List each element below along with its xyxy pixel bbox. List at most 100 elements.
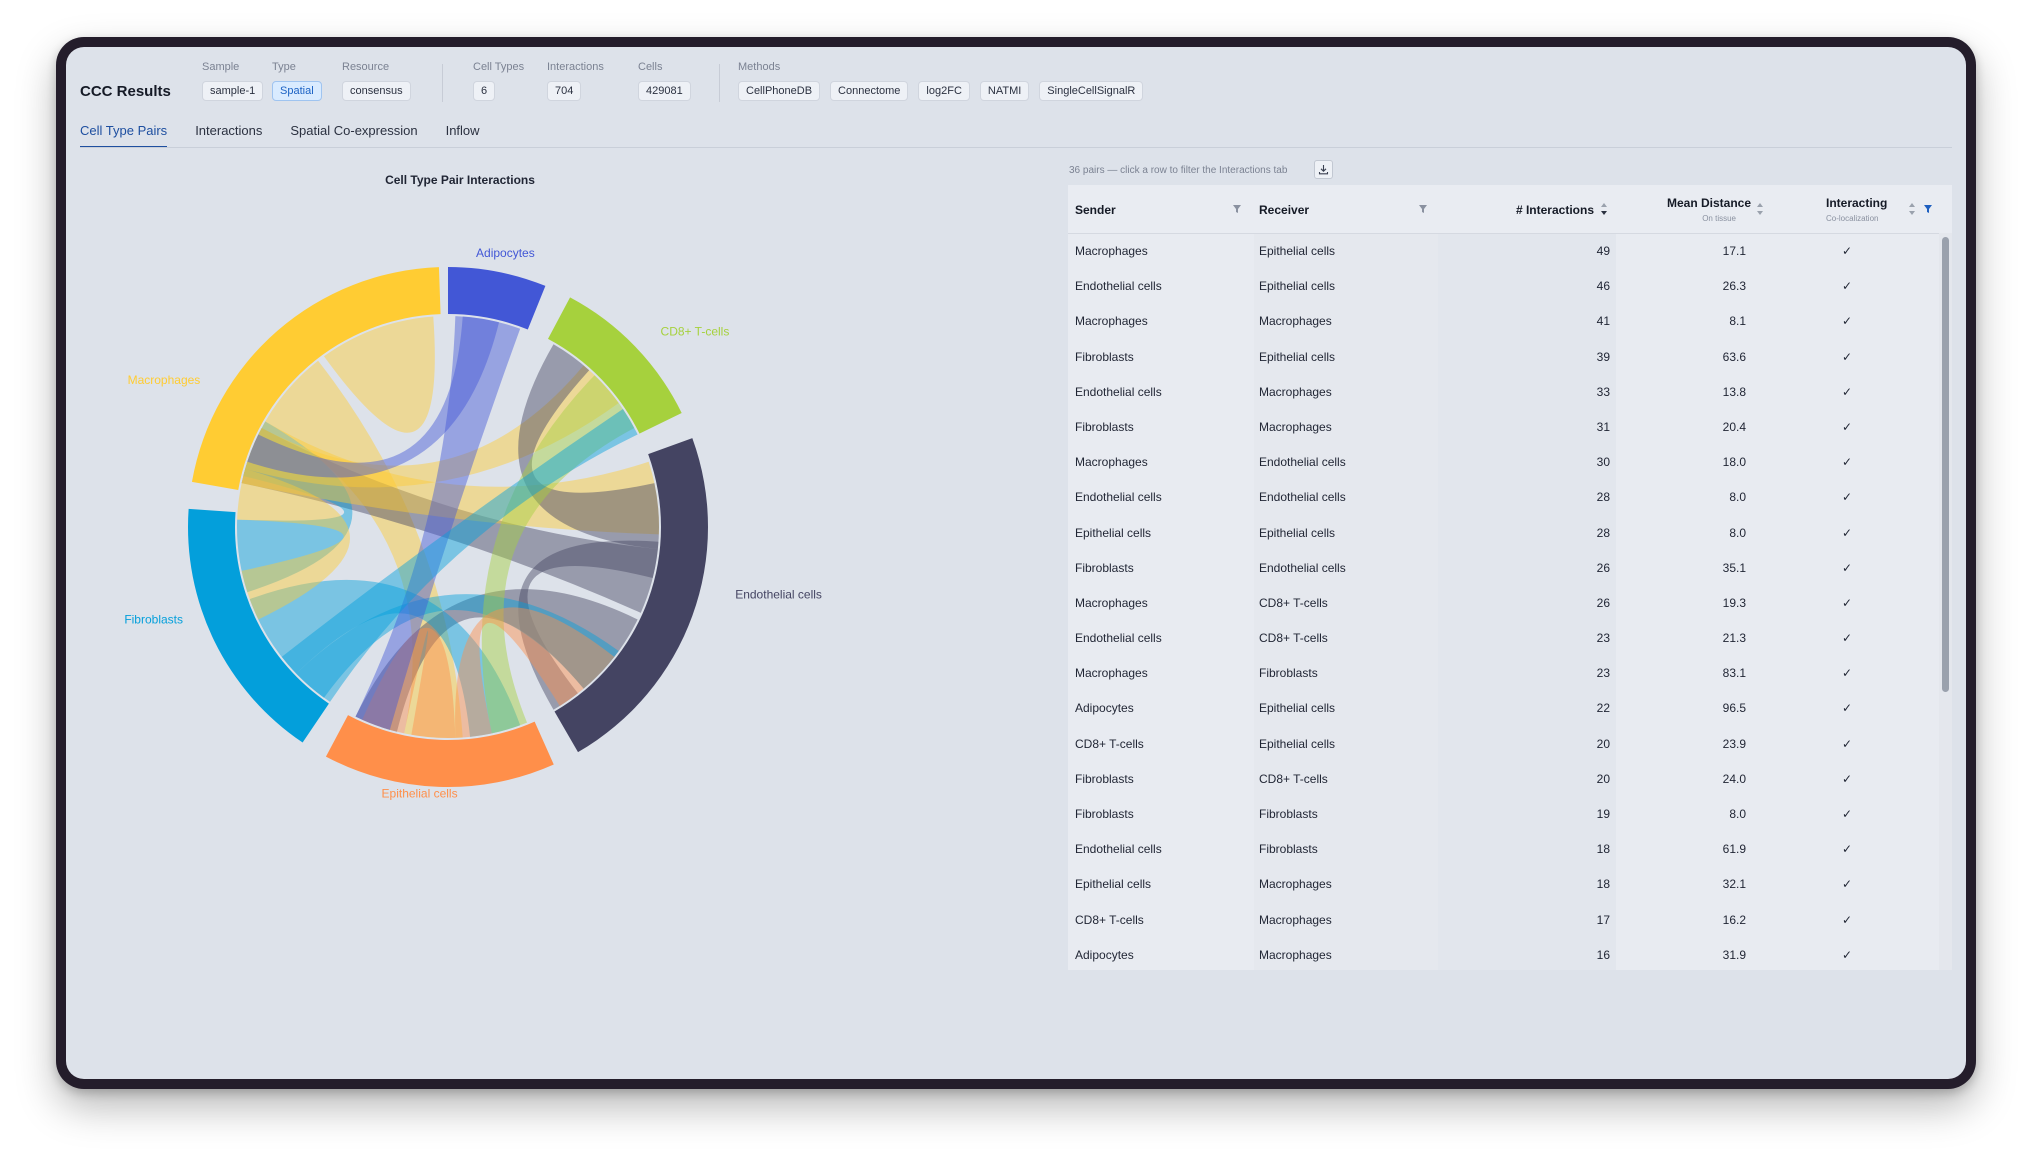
tab-cell-type-pairs[interactable]: Cell Type Pairs xyxy=(80,123,168,148)
chord-ribbon[interactable] xyxy=(362,627,456,738)
chord-label: Endothelial cells xyxy=(735,588,822,602)
chord-ribbon[interactable] xyxy=(518,540,659,710)
table-row[interactable]: Endothelial cells Epithelial cells 46 26.3 ✓ xyxy=(1068,268,1952,303)
methods-label: Methods xyxy=(738,61,781,73)
chord-ribbon[interactable] xyxy=(241,427,658,613)
chord-segment[interactable] xyxy=(448,267,546,330)
sender-cell: CD8+ T-cells xyxy=(1075,912,1144,927)
interactions-cell: 49 xyxy=(1596,244,1610,258)
interactions-cell: 33 xyxy=(1596,384,1610,399)
chord-label: Fibroblasts xyxy=(124,612,183,626)
chord-ribbon[interactable] xyxy=(323,316,435,433)
chord-segment[interactable] xyxy=(547,297,682,434)
table-scrollbar[interactable] xyxy=(1939,233,1952,970)
sender-cell: Fibroblasts xyxy=(1075,419,1134,434)
table-row[interactable]: CD8+ T-cells Epithelial cells 20 23.9 ✓ xyxy=(1068,726,1952,761)
chord-ribbon[interactable] xyxy=(245,365,619,488)
chord-ribbon[interactable] xyxy=(237,421,353,593)
interacting-check-cell: ✓ xyxy=(1842,807,1853,821)
table-row[interactable]: Epithelial cells Macrophages 18 32.1 ✓ xyxy=(1068,866,1952,901)
col-interactions[interactable]: # Interactions xyxy=(1438,185,1616,233)
interacting-check-cell: ✓ xyxy=(1842,525,1853,540)
table-row[interactable]: Macrophages Endothelial cells 30 18.0 ✓ xyxy=(1068,444,1952,479)
chord-ribbon[interactable] xyxy=(247,316,500,478)
filter-icon[interactable] xyxy=(1232,204,1242,214)
interacting-check-cell: ✓ xyxy=(1842,279,1853,294)
tab-inflow[interactable]: Inflow xyxy=(445,123,480,138)
receiver-cell: Fibroblasts xyxy=(1259,666,1318,681)
table-row[interactable]: Adipocytes Macrophages 16 31.9 ✓ xyxy=(1068,937,1952,970)
table-row[interactable]: Endothelial cells CD8+ T-cells 23 21.3 ✓ xyxy=(1068,620,1952,655)
col-sender-label: Sender xyxy=(1075,203,1116,217)
table-row[interactable]: Macrophages Macrophages 41 8.1 ✓ xyxy=(1068,303,1952,338)
chord-ribbon[interactable] xyxy=(281,409,638,702)
interacting-check-cell: ✓ xyxy=(1842,595,1853,610)
table-row[interactable]: Fibroblasts Fibroblasts 19 8.0 ✓ xyxy=(1068,796,1952,831)
table-row[interactable]: Macrophages Epithelial cells 49 17.1 ✓ xyxy=(1068,233,1952,268)
scrollbar-thumb[interactable] xyxy=(1942,237,1949,692)
table-row[interactable]: Macrophages CD8+ T-cells 26 19.3 ✓ xyxy=(1068,585,1952,620)
cell-types-chip: 6 xyxy=(473,81,496,101)
sender-cell: Endothelial cells xyxy=(1075,384,1162,399)
table-row[interactable]: Endothelial cells Endothelial cells 28 8.0 ✓ xyxy=(1068,479,1952,514)
table-row[interactable]: Fibroblasts Macrophages 31 20.4 ✓ xyxy=(1068,409,1952,444)
col-receiver-label: Receiver xyxy=(1259,203,1310,217)
interactions-cell: 23 xyxy=(1596,666,1610,681)
col-sender[interactable]: Sender xyxy=(1068,185,1254,233)
interacting-check-cell: ✓ xyxy=(1842,631,1853,646)
receiver-cell: Epithelial cells xyxy=(1259,525,1336,540)
tab-bar: Cell Type Pairs Interactions Spatial Co-… xyxy=(80,123,480,148)
chord-ribbon[interactable] xyxy=(481,375,635,734)
interacting-check-cell: ✓ xyxy=(1842,314,1853,329)
chord-ribbon[interactable] xyxy=(296,594,619,698)
tab-interactions[interactable]: Interactions xyxy=(195,123,263,138)
filter-active-icon[interactable] xyxy=(1923,204,1933,214)
chord-label: Epithelial cells xyxy=(382,787,458,801)
table-row[interactable]: Macrophages Fibroblasts 23 83.1 ✓ xyxy=(1068,655,1952,690)
chord-segment[interactable] xyxy=(325,715,554,787)
table-row[interactable]: Epithelial cells Epithelial cells 28 8.0 ✓ xyxy=(1068,515,1952,550)
distance-cell: 8.0 xyxy=(1729,525,1746,540)
chord-ribbon[interactable] xyxy=(355,316,521,730)
table-row[interactable]: Fibroblasts Epithelial cells 39 63.6 ✓ xyxy=(1068,339,1952,374)
receiver-cell: Epithelial cells xyxy=(1259,349,1336,364)
sender-cell: Fibroblasts xyxy=(1075,560,1134,575)
table-row[interactable]: CD8+ T-cells Macrophages 17 16.2 ✓ xyxy=(1068,902,1952,937)
chord-ribbon[interactable] xyxy=(249,579,521,737)
download-icon xyxy=(1318,165,1329,175)
table-row[interactable]: Fibroblasts Endothelial cells 26 35.1 ✓ xyxy=(1068,550,1952,585)
chord-label: Adipocytes xyxy=(476,246,535,260)
tab-spatial-co-expression[interactable]: Spatial Co-expression xyxy=(290,123,418,138)
interactions-cell: 17 xyxy=(1596,912,1610,927)
chord-segment[interactable] xyxy=(188,508,329,743)
col-receiver[interactable]: Receiver xyxy=(1254,185,1438,233)
table-row[interactable]: Fibroblasts CD8+ T-cells 20 24.0 ✓ xyxy=(1068,761,1952,796)
chord-segment[interactable] xyxy=(554,438,709,753)
sender-cell: Epithelial cells xyxy=(1075,877,1152,892)
sort-desc-icon[interactable] xyxy=(1600,202,1608,216)
cells-chip: 429081 xyxy=(638,81,691,101)
sender-cell: Macrophages xyxy=(1075,666,1148,681)
chord-ribbon[interactable] xyxy=(518,344,659,550)
chord-ribbon[interactable] xyxy=(241,421,660,535)
download-button[interactable] xyxy=(1314,160,1333,179)
sort-icon[interactable] xyxy=(1756,202,1764,216)
chord-ribbon[interactable] xyxy=(355,589,638,732)
table-row[interactable]: Endothelial cells Fibroblasts 18 61.9 ✓ xyxy=(1068,831,1952,866)
col-interactions-label: # Interactions xyxy=(1515,203,1594,217)
chord-ribbon[interactable] xyxy=(237,468,350,620)
chart-title: Cell Type Pair Interactions xyxy=(385,173,535,187)
table-row[interactable]: Endothelial cells Macrophages 33 13.8 ✓ xyxy=(1068,374,1952,409)
chord-ribbon[interactable] xyxy=(265,360,463,738)
filter-icon[interactable] xyxy=(1418,204,1428,214)
col-distance[interactable]: Mean Distance On tissue xyxy=(1616,185,1794,233)
receiver-cell: CD8+ T-cells xyxy=(1259,771,1328,786)
table-row[interactable]: Adipocytes Epithelial cells 22 96.5 ✓ xyxy=(1068,690,1952,725)
chord-segment[interactable] xyxy=(191,267,441,491)
interactions-cell: 26 xyxy=(1596,595,1610,610)
resource-chip: consensus xyxy=(342,81,411,101)
chord-ribbon[interactable] xyxy=(455,607,615,738)
col-interacting[interactable]: Interacting Co-localization xyxy=(1794,185,1939,233)
sort-icon[interactable] xyxy=(1908,202,1916,216)
interacting-check-cell: ✓ xyxy=(1842,384,1853,399)
